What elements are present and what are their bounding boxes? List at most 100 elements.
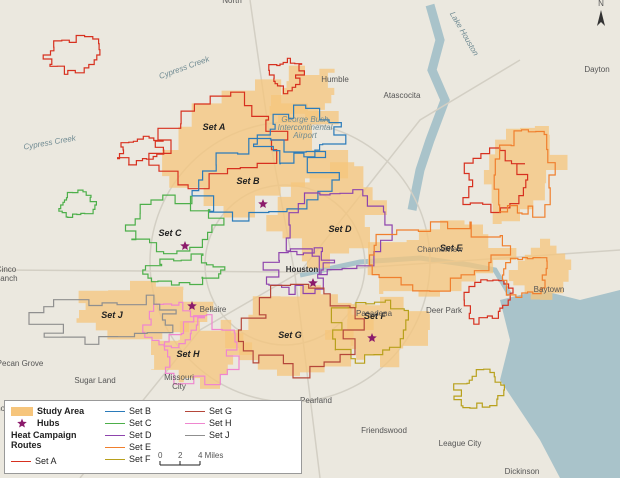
legend-swatch	[185, 422, 205, 424]
route	[262, 247, 336, 295]
place-label: Cypress Creek	[23, 133, 78, 151]
route	[453, 368, 505, 409]
place-label: Bellaire	[200, 305, 227, 314]
route-label: Set F	[364, 311, 387, 321]
legend-study-area-text: Study Area	[37, 406, 85, 416]
place-label: Deer Park	[426, 306, 463, 315]
legend-route-text: Set E	[129, 442, 152, 452]
legend-route: Set C	[105, 418, 152, 428]
route-label: Set G	[278, 330, 302, 340]
legend-swatch	[185, 410, 205, 412]
scale-label: 2	[178, 451, 183, 460]
place-label: Houston	[286, 265, 319, 274]
legend-swatch	[105, 458, 125, 460]
route-label: Set C	[158, 228, 182, 238]
north-arrow-shape	[597, 10, 605, 26]
legend-swatch	[105, 422, 125, 424]
hub	[187, 301, 197, 310]
legend-route: Set B	[105, 406, 151, 416]
legend-study-area: Study Area	[11, 406, 84, 416]
legend-hubs: Hubs	[11, 418, 60, 428]
route	[124, 194, 225, 255]
route	[142, 301, 205, 349]
legend-route-text: Set D	[129, 430, 152, 440]
hub	[308, 278, 318, 287]
place-label: Missouri	[164, 373, 194, 382]
place-label: Lake Houston	[448, 10, 481, 58]
lake-houston	[407, 3, 450, 211]
legend-route-text: Set C	[129, 418, 152, 428]
place-label: Cinco	[0, 265, 17, 274]
legend-routes-title: Routes	[11, 440, 42, 450]
scale-bar: 0 2 4 Miles	[158, 451, 223, 466]
legend-swatch	[105, 434, 125, 436]
route	[163, 314, 240, 386]
place-label: Dickinson	[505, 467, 540, 476]
route	[191, 137, 340, 222]
routes	[28, 34, 556, 409]
route-label: Set H	[176, 349, 200, 359]
scale-label: 0	[158, 451, 163, 460]
legend-routes-title-text: Heat Campaign	[11, 430, 77, 440]
route	[28, 294, 177, 345]
legend-hub-icon	[17, 418, 27, 428]
legend-swatch	[11, 406, 33, 416]
route	[148, 91, 289, 190]
study-area-patch	[508, 238, 572, 300]
place-label: Channelview	[417, 245, 463, 254]
route	[253, 104, 347, 165]
legend-route-text: Set G	[209, 406, 233, 416]
north-arrow: N	[597, 0, 605, 26]
galveston-bay	[500, 290, 620, 478]
study-area-patch	[266, 162, 387, 269]
route	[493, 129, 556, 218]
scale-label: 4 Miles	[198, 451, 223, 460]
place-label: Intercontinental	[278, 123, 333, 132]
legend-route: Set G	[185, 406, 232, 416]
route	[58, 189, 97, 218]
legend-swatch	[105, 410, 125, 412]
legend-route-text: Set B	[129, 406, 152, 416]
legend-route: Set D	[105, 430, 152, 440]
legend-route-text: Set F	[129, 454, 151, 464]
legend-route: Set F	[105, 454, 151, 464]
route-label: Set B	[236, 176, 260, 186]
route	[42, 34, 101, 75]
legend-swatch	[105, 446, 125, 448]
route	[117, 135, 165, 166]
water	[299, 3, 620, 478]
route	[501, 257, 548, 298]
place-label: Dayton	[584, 65, 609, 74]
place-label: Atascocita	[384, 91, 421, 100]
legend-route-text: Set J	[209, 430, 230, 440]
route-label: Set J	[101, 310, 124, 320]
place-label: George Bush	[281, 115, 329, 124]
hub	[180, 241, 190, 250]
route	[368, 221, 512, 292]
place-label: Pearland	[300, 396, 332, 405]
legend-hubs-text: Hubs	[37, 418, 60, 428]
road	[79, 59, 521, 478]
route	[330, 299, 409, 364]
legend-route-text: Set A	[35, 456, 57, 466]
route	[285, 189, 393, 276]
place-label: League City	[439, 439, 482, 448]
route-label: Set E	[440, 243, 464, 253]
place-label: Pasadena	[356, 309, 393, 318]
place-label: Airport	[292, 131, 317, 140]
route	[237, 283, 365, 379]
legend-swatch	[185, 434, 205, 436]
legend-routes-title: Heat Campaign	[11, 430, 77, 440]
north-label: N	[598, 0, 604, 8]
legend-route: Set A	[11, 456, 57, 466]
place-label: Friendswood	[361, 426, 407, 435]
study-area-patch	[76, 280, 214, 340]
hub	[258, 199, 268, 208]
hub	[367, 333, 377, 342]
route-label: Set D	[328, 224, 352, 234]
place-label: Ranch	[0, 274, 18, 283]
legend-route: Set E	[105, 442, 151, 452]
hub	[17, 418, 27, 428]
